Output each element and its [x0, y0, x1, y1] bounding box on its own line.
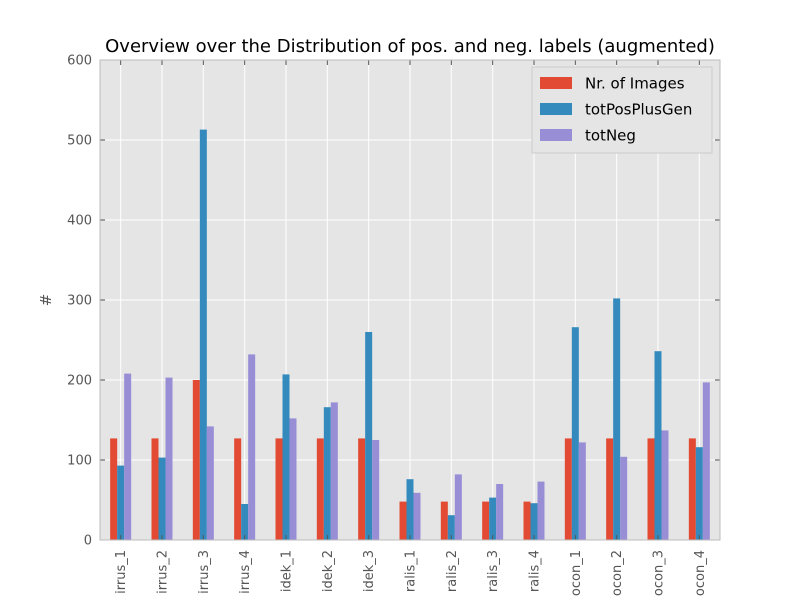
bar [192, 380, 200, 540]
legend-swatch [540, 129, 572, 141]
bar [654, 351, 662, 540]
bar [275, 438, 283, 540]
bar [323, 407, 331, 540]
bar [613, 298, 621, 540]
legend: Nr. of Images totPosPlusGen totNeg [531, 66, 713, 154]
bar [234, 438, 242, 540]
bar [289, 418, 297, 540]
x-tick-label: irrus_1 [114, 550, 129, 594]
legend-label: Nr. of Images [585, 75, 685, 93]
bar [530, 503, 538, 540]
x-tick-label: ralis_2 [445, 550, 460, 592]
chart-title: Overview over the Distribution of pos. a… [105, 36, 715, 57]
x-tick-label: irrus_3 [197, 550, 212, 594]
bar [248, 354, 256, 540]
bar [702, 382, 710, 540]
bar [165, 377, 173, 540]
bar [406, 479, 414, 540]
bar [440, 501, 448, 540]
bar [151, 438, 159, 540]
y-axis-label: # [37, 294, 55, 307]
bar [124, 373, 132, 540]
x-tick-label: ocon_3 [652, 550, 667, 596]
bar [158, 457, 166, 540]
bar [489, 497, 497, 540]
bar [413, 492, 421, 540]
bar [358, 438, 366, 540]
bar [372, 440, 380, 540]
legend-label: totPosPlusGen [585, 101, 692, 119]
bar [399, 501, 407, 540]
bar [365, 332, 373, 540]
bar [606, 438, 614, 540]
x-tick-label: idek_2 [321, 550, 336, 592]
legend-swatch [540, 77, 572, 89]
x-axis: irrus_1 irrus_2 irrus_3 irrus_4 idek_1 idek_2… [114, 60, 708, 596]
bar [482, 501, 490, 540]
x-tick-label: idek_3 [362, 550, 377, 592]
bar [523, 501, 531, 540]
x-tick-label: ralis_1 [404, 550, 419, 592]
bar [117, 465, 125, 540]
x-tick-label: irrus_2 [156, 550, 171, 594]
x-tick-label: ralis_4 [528, 550, 543, 592]
y-tick-label: 500 [67, 134, 92, 149]
x-tick-label: ocon_1 [569, 550, 584, 596]
x-tick-label: irrus_4 [238, 550, 253, 594]
x-tick-label: ocon_2 [610, 550, 625, 596]
bar [316, 438, 324, 540]
bar [496, 484, 504, 540]
bar [241, 504, 249, 540]
bar [330, 402, 338, 540]
bar [454, 474, 462, 540]
bar [647, 438, 655, 540]
bar [537, 481, 545, 540]
y-axis: 0 100 200 300 400 500 600 [67, 54, 720, 549]
bar [571, 327, 579, 540]
bar [199, 129, 207, 540]
bar [282, 374, 290, 540]
bar [564, 438, 572, 540]
y-tick-label: 300 [67, 294, 92, 309]
x-tick-label: idek_1 [280, 550, 295, 592]
y-tick-label: 400 [67, 214, 92, 229]
y-tick-label: 0 [84, 534, 92, 549]
bars [110, 129, 710, 540]
y-tick-label: 100 [67, 454, 92, 469]
legend-label: totNeg [585, 127, 636, 145]
bar [620, 456, 628, 540]
bar [578, 442, 586, 540]
bar [110, 438, 118, 540]
legend-swatch [540, 103, 572, 115]
bar [695, 447, 703, 540]
x-tick-label: ocon_4 [693, 550, 708, 596]
y-tick-label: 600 [67, 54, 92, 69]
bar [688, 438, 696, 540]
bar [661, 430, 669, 540]
y-tick-label: 200 [67, 374, 92, 389]
bar [206, 426, 214, 540]
plot-frame [99, 59, 721, 541]
x-tick-label: ralis_3 [486, 550, 501, 592]
bar [447, 515, 455, 540]
